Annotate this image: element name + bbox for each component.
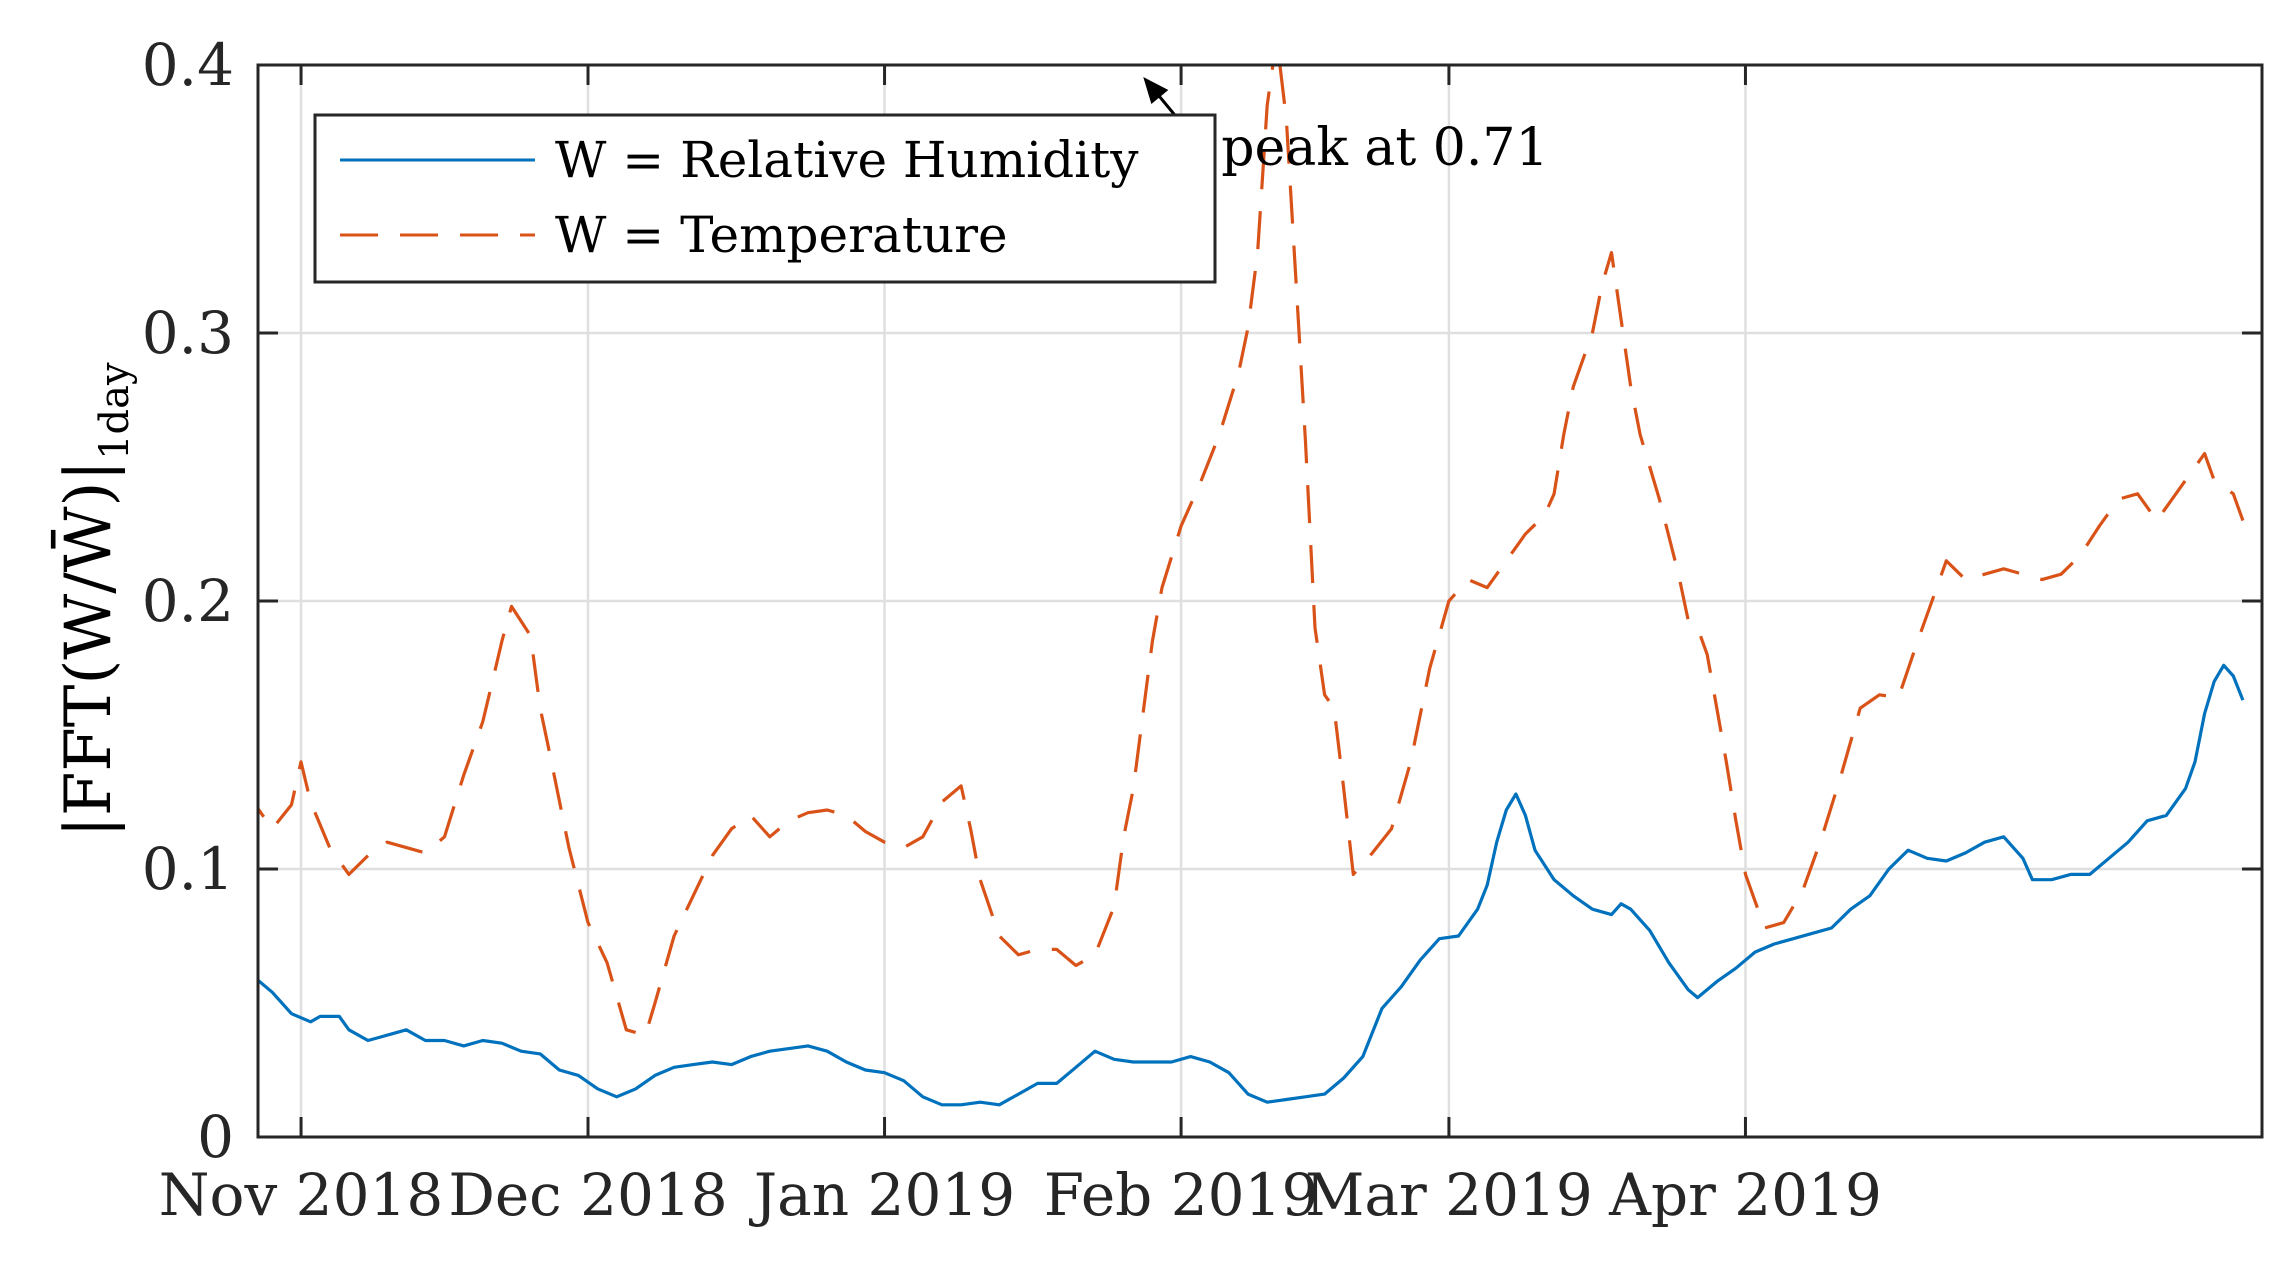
series-layer — [258, 65, 2245, 1107]
x-tick-label: Jan 2019 — [749, 1161, 1015, 1229]
legend: W = Relative Humidity W = Temperature — [313, 113, 1217, 284]
x-tick-label: Apr 2019 — [1608, 1161, 1882, 1229]
legend-label-humidity: W = Relative Humidity — [555, 131, 1139, 189]
y-tick-label: 0.4 — [142, 31, 234, 99]
y-tick-label: 0 — [197, 1103, 234, 1171]
y-tick-label: 0.3 — [142, 299, 234, 367]
y-axis-label-subscript: 1day — [92, 362, 138, 460]
y-axis-label-main: |FFT(W/W̄)| — [50, 460, 126, 838]
y-tick-labels: 0 0.1 0.2 0.3 0.4 — [142, 31, 234, 1171]
legend-label-temperature: W = Temperature — [555, 206, 1008, 264]
annotation-arrow-head — [1143, 77, 1169, 105]
x-tick-label: Dec 2018 — [448, 1161, 727, 1229]
y-axis-label: |FFT(W/W̄)|1day — [50, 362, 138, 838]
y-tick-label: 0.2 — [142, 567, 234, 635]
annotation-text: peak at 0.71 — [1221, 118, 1548, 178]
grid — [258, 65, 2262, 1137]
y-tick-label: 0.1 — [142, 835, 234, 903]
x-tick-label: Nov 2018 — [159, 1161, 443, 1229]
ticks — [258, 63, 2262, 1139]
x-tick-label: Feb 2019 — [1044, 1161, 1319, 1229]
annotation: peak at 0.71 — [1143, 77, 1549, 178]
series-temperature-line — [258, 65, 2245, 1037]
legend-box — [313, 113, 1217, 284]
x-tick-label: Mar 2019 — [1305, 1161, 1593, 1229]
series-humidity-line — [258, 663, 2245, 1107]
